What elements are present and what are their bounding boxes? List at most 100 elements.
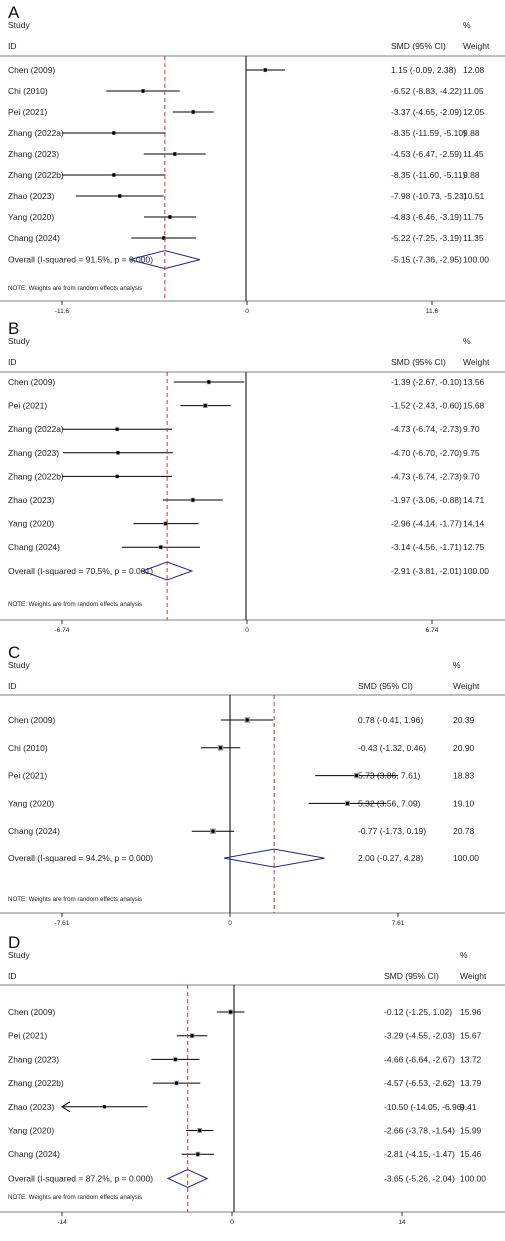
study-ci-text: -8.35 (-11.59, -5.10) <box>391 128 466 138</box>
overall-label: Overall (I-squared = 94.2%, p = 0.000) <box>8 853 153 863</box>
overall-row: Overall (I-squared = 94.2%, p = 0.000) 2.… <box>8 848 479 868</box>
study-weight: 10.51 <box>463 191 485 201</box>
study-name: Pei (2021) <box>8 107 47 117</box>
panel-label: C <box>8 643 20 662</box>
x-tick-label: 0 <box>245 308 249 315</box>
header-percent: % <box>453 660 461 670</box>
overall-label: Overall (I-squared = 70.5%, p = 0.001) <box>8 566 153 576</box>
header-weight: Weight <box>463 357 490 367</box>
study-weight: 19.10 <box>453 798 475 808</box>
study-name: Zhang (2023) <box>8 448 59 458</box>
study-ci-text: -3.29 (-4.55, -2.03) <box>384 1031 455 1041</box>
point-estimate <box>173 152 177 156</box>
study-ci-text: 1.15 (-0.09, 2.38) <box>391 65 456 75</box>
note-text: NOTE: Weights are from random effects an… <box>8 896 142 903</box>
point-estimate <box>116 451 120 455</box>
study-weight: 9.70 <box>463 424 480 434</box>
study-name: Chen (2009) <box>8 65 55 75</box>
study-name: Zhao (2023) <box>8 495 54 505</box>
note-text: NOTE: Weights are from random effects an… <box>8 601 142 608</box>
study-row: Pei (2021) 5.73 (3.86, 7.61) 18.83 <box>8 771 475 781</box>
study-row: Zhang (2022a) -4.73 (-6.74, -2.73) 9.70 <box>8 424 480 434</box>
study-row: Chang (2024) -2.81 (-4.15, -1.47) 15.46 <box>8 1149 482 1159</box>
overall-weight: 100.00 <box>463 566 489 576</box>
overall-diamond <box>166 1168 209 1189</box>
overall-weight: 100.00 <box>460 1174 486 1184</box>
point-estimate <box>263 68 268 72</box>
study-ci-text: -1.39 (-2.67, -0.10) <box>391 377 462 387</box>
overall-diamond <box>140 561 194 581</box>
study-name: Chen (2009) <box>8 377 55 387</box>
study-name: Pei (2021) <box>8 771 47 781</box>
overall-ci-text: -2.91 (-3.81, -2.01) <box>391 566 462 576</box>
study-row: Pei (2021) -3.29 (-4.55, -2.03) 15.67 <box>8 1031 482 1041</box>
panel-label: B <box>8 319 19 338</box>
study-name: Pei (2021) <box>8 401 47 411</box>
study-weight: 20.39 <box>453 715 475 725</box>
study-name: Zhang (2023) <box>8 1054 59 1064</box>
x-tick-label: 0 <box>230 1219 234 1226</box>
point-estimate <box>174 1081 179 1085</box>
header-percent: % <box>463 336 471 346</box>
x-tick-label: -7.61 <box>55 920 70 927</box>
study-row: Chang (2024) -0.77 (-1.73, 0.19) 20.78 <box>8 826 475 836</box>
study-ci-text: -0.12 (-1.25, 1.02) <box>384 1007 452 1017</box>
study-ci-text: -0.43 (-1.32, 0.46) <box>358 743 426 753</box>
study-row: Yang (2020) -2.66 (-3.78, -1.54) 15.99 <box>8 1126 482 1136</box>
study-name: Chi (2010) <box>8 86 48 96</box>
point-estimate <box>164 521 168 526</box>
panel-label: D <box>8 933 20 952</box>
study-ci-text: -3.14 (-4.56, -1.71) <box>391 542 462 552</box>
study-row: Chen (2009) 1.15 (-0.09, 2.38) 12.08 <box>8 65 485 75</box>
study-row: Zhao (2023) -10.50 (-14.05, -6.96)9.41 <box>8 1101 477 1113</box>
study-ci-text: -4.57 (-6.53, -2.62) <box>384 1078 455 1088</box>
point-estimate <box>141 89 145 93</box>
study-row: Zhang (2022b) -4.73 (-6.74, -2.73) 9.70 <box>8 471 480 481</box>
study-row: Chen (2009) 0.78 (-0.41, 1.96) 20.39 <box>8 715 475 725</box>
study-weight: 9.70 <box>463 471 480 481</box>
study-weight: 12.05 <box>463 107 485 117</box>
study-row: Zhang (2023) -4.66 (-6.64, -2.67) 13.72 <box>8 1054 482 1064</box>
x-tick-label: 0 <box>245 627 249 634</box>
study-ci-text: -6.52 (-8.83, -4.22) <box>391 86 462 96</box>
overall-ci-text: -5.15 (-7.36, -2.95) <box>391 255 462 265</box>
study-name: Zhang (2023) <box>8 149 59 159</box>
point-estimate <box>218 746 223 750</box>
overall-label: Overall (I-squared = 87.2%, p = 0.000) <box>8 1174 153 1184</box>
header-weight: Weight <box>463 41 490 51</box>
x-tick-label: -6.74 <box>55 627 70 634</box>
point-estimate <box>159 545 163 549</box>
note-text: NOTE: Weights are from random effects an… <box>8 1194 142 1201</box>
point-estimate <box>173 1057 178 1062</box>
overall-ci-text: -3.65 (-5.26, -2.04) <box>384 1174 455 1184</box>
study-name: Chang (2024) <box>8 542 60 552</box>
study-weight: 13.56 <box>463 377 485 387</box>
study-weight: 11.75 <box>463 212 484 222</box>
point-estimate <box>118 194 122 198</box>
study-ci-text: -4.53 (-6.47, -2.59) <box>391 149 462 159</box>
x-tick-label: 0 <box>228 920 232 927</box>
study-weight: 12.75 <box>463 542 485 552</box>
study-row: Chen (2009) -0.12 (-1.25, 1.02) 15.96 <box>8 1007 482 1017</box>
study-row: Chang (2024) -5.22 (-7.25, -3.19) 11.35 <box>8 233 484 243</box>
x-tick-label: -11.6 <box>55 308 70 315</box>
study-name: Yang (2020) <box>8 798 54 808</box>
point-estimate <box>207 380 211 384</box>
point-estimate <box>112 131 116 135</box>
study-weight: 14.14 <box>463 519 485 529</box>
study-weight: 9.75 <box>463 448 480 458</box>
study-row: Chen (2009) -1.39 (-2.67, -0.10) 13.56 <box>8 377 485 387</box>
study-row: Pei (2021) -1.52 (-2.43, -0.60) 15.68 <box>8 401 485 411</box>
overall-ci-text: 2.00 (-0.27, 4.28) <box>358 853 423 863</box>
overall-weight: 100.00 <box>463 255 489 265</box>
study-ci-text: -0.77 (-1.73, 0.19) <box>358 826 426 836</box>
x-tick-label: 6.74 <box>426 627 439 634</box>
point-estimate <box>228 1010 233 1014</box>
overall-row: Overall (I-squared = 70.5%, p = 0.001) -2… <box>8 561 489 581</box>
study-ci-text: -10.50 (-14.05, -6.96) <box>384 1102 464 1112</box>
point-estimate <box>203 403 207 408</box>
header-study: Study <box>8 336 30 346</box>
header-effect: SMD (95% CI) <box>391 357 446 367</box>
study-weight: 15.46 <box>460 1149 482 1159</box>
